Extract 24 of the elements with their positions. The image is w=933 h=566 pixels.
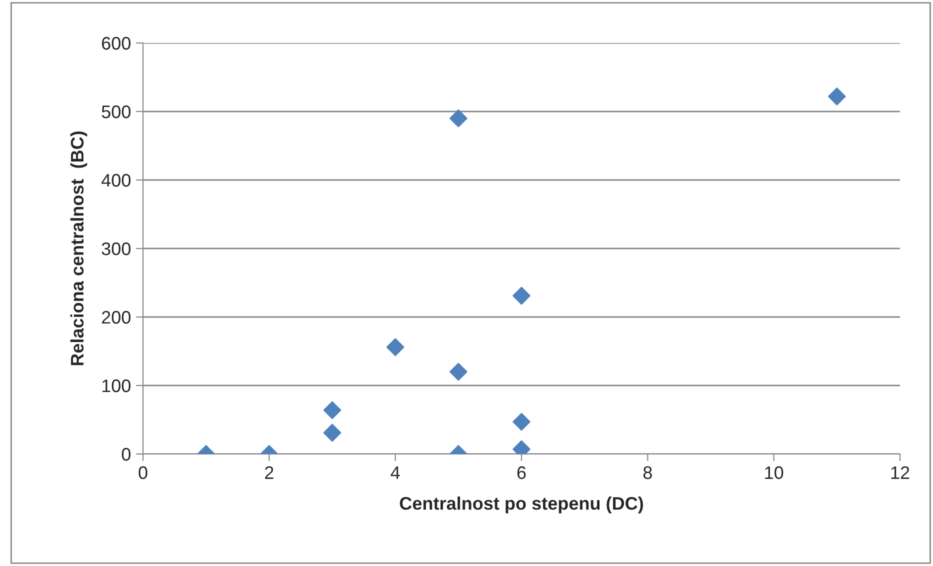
y-tick-label: 200 [102,310,130,324]
y-tick-label: 0 [122,448,130,461]
y-tick-label: 100 [102,379,130,392]
point [323,401,342,420]
point [323,424,342,442]
x-tick-label: 10 [765,466,784,480]
y-tick-label: 500 [102,105,130,118]
x-axis-title: Centralnost po stepenu (DC) [400,496,643,514]
x-tick-label: 8 [643,466,652,480]
point [386,338,404,356]
y-tick-label: 300 [102,242,130,256]
y-tick-label: 600 [102,36,130,50]
x-tick-label: 2 [265,466,274,479]
x-tick-label: 6 [517,466,526,480]
point [828,88,846,106]
point [450,362,468,381]
point [512,412,530,431]
x-tick-label: 12 [891,466,910,479]
y-axis-title: Relaciona centralnost (BC) [70,132,88,366]
y-tick-label: 400 [101,174,130,187]
point [512,286,530,305]
x-tick-label: 0 [138,466,148,480]
point [450,109,468,128]
x-tick-label: 4 [390,466,400,479]
